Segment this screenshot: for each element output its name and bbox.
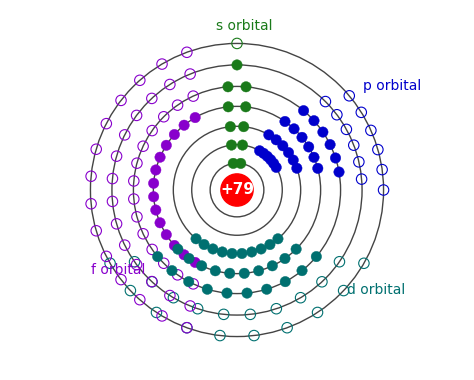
Circle shape bbox=[289, 124, 299, 134]
Circle shape bbox=[184, 253, 194, 264]
Circle shape bbox=[237, 248, 247, 259]
Circle shape bbox=[208, 244, 218, 254]
Circle shape bbox=[256, 244, 266, 254]
Circle shape bbox=[217, 247, 228, 257]
Text: +79: +79 bbox=[220, 182, 254, 198]
Circle shape bbox=[240, 101, 251, 112]
Circle shape bbox=[268, 158, 279, 169]
Circle shape bbox=[297, 132, 307, 142]
Circle shape bbox=[330, 153, 341, 163]
Circle shape bbox=[225, 122, 236, 132]
Circle shape bbox=[232, 60, 242, 70]
Text: d orbital: d orbital bbox=[347, 283, 406, 297]
Circle shape bbox=[190, 112, 201, 123]
Circle shape bbox=[309, 116, 319, 126]
Circle shape bbox=[202, 284, 212, 294]
Circle shape bbox=[169, 240, 180, 251]
Circle shape bbox=[278, 141, 288, 151]
Circle shape bbox=[161, 140, 172, 150]
Circle shape bbox=[199, 239, 210, 250]
Circle shape bbox=[325, 139, 335, 150]
Circle shape bbox=[179, 120, 189, 130]
Circle shape bbox=[161, 230, 172, 240]
Circle shape bbox=[288, 155, 299, 165]
Circle shape bbox=[303, 142, 314, 152]
Circle shape bbox=[312, 163, 323, 174]
Circle shape bbox=[258, 148, 269, 158]
Text: p orbital: p orbital bbox=[363, 79, 421, 93]
Circle shape bbox=[291, 244, 301, 254]
Circle shape bbox=[265, 155, 276, 165]
Circle shape bbox=[280, 253, 290, 264]
Circle shape bbox=[151, 205, 161, 215]
Circle shape bbox=[318, 127, 328, 137]
Circle shape bbox=[271, 135, 282, 145]
Circle shape bbox=[255, 146, 265, 156]
Circle shape bbox=[297, 265, 307, 276]
Circle shape bbox=[242, 288, 252, 298]
Circle shape bbox=[283, 147, 294, 158]
Circle shape bbox=[225, 268, 235, 279]
Text: s orbital: s orbital bbox=[217, 19, 273, 33]
Circle shape bbox=[169, 129, 180, 140]
Circle shape bbox=[237, 140, 248, 150]
Circle shape bbox=[254, 266, 264, 276]
Circle shape bbox=[236, 158, 246, 169]
Circle shape bbox=[241, 82, 251, 92]
Circle shape bbox=[148, 178, 159, 188]
Circle shape bbox=[311, 251, 321, 262]
Circle shape bbox=[167, 265, 177, 276]
Circle shape bbox=[190, 257, 201, 268]
Circle shape bbox=[239, 268, 249, 279]
Circle shape bbox=[210, 266, 220, 276]
Circle shape bbox=[191, 234, 201, 244]
Circle shape bbox=[280, 116, 290, 127]
Circle shape bbox=[271, 162, 282, 173]
Circle shape bbox=[292, 163, 302, 173]
Circle shape bbox=[151, 165, 161, 175]
Circle shape bbox=[267, 261, 278, 271]
Circle shape bbox=[226, 140, 237, 150]
Circle shape bbox=[183, 276, 194, 287]
Circle shape bbox=[227, 248, 237, 259]
Text: f orbital: f orbital bbox=[91, 263, 146, 277]
Circle shape bbox=[264, 130, 274, 140]
Circle shape bbox=[334, 167, 344, 177]
Circle shape bbox=[228, 158, 238, 169]
Circle shape bbox=[155, 152, 165, 162]
Circle shape bbox=[280, 276, 291, 287]
Circle shape bbox=[223, 101, 234, 112]
Circle shape bbox=[298, 105, 309, 116]
Circle shape bbox=[148, 192, 159, 202]
Circle shape bbox=[196, 261, 207, 271]
Circle shape bbox=[153, 251, 163, 262]
Circle shape bbox=[246, 247, 257, 257]
Circle shape bbox=[264, 239, 275, 250]
Circle shape bbox=[223, 82, 233, 92]
Circle shape bbox=[238, 122, 249, 132]
Circle shape bbox=[222, 288, 232, 298]
Circle shape bbox=[309, 152, 319, 163]
Circle shape bbox=[179, 250, 189, 260]
Circle shape bbox=[262, 151, 273, 162]
Circle shape bbox=[221, 174, 253, 206]
Circle shape bbox=[262, 284, 272, 294]
Circle shape bbox=[173, 244, 183, 254]
Circle shape bbox=[273, 234, 283, 244]
Circle shape bbox=[155, 218, 165, 228]
